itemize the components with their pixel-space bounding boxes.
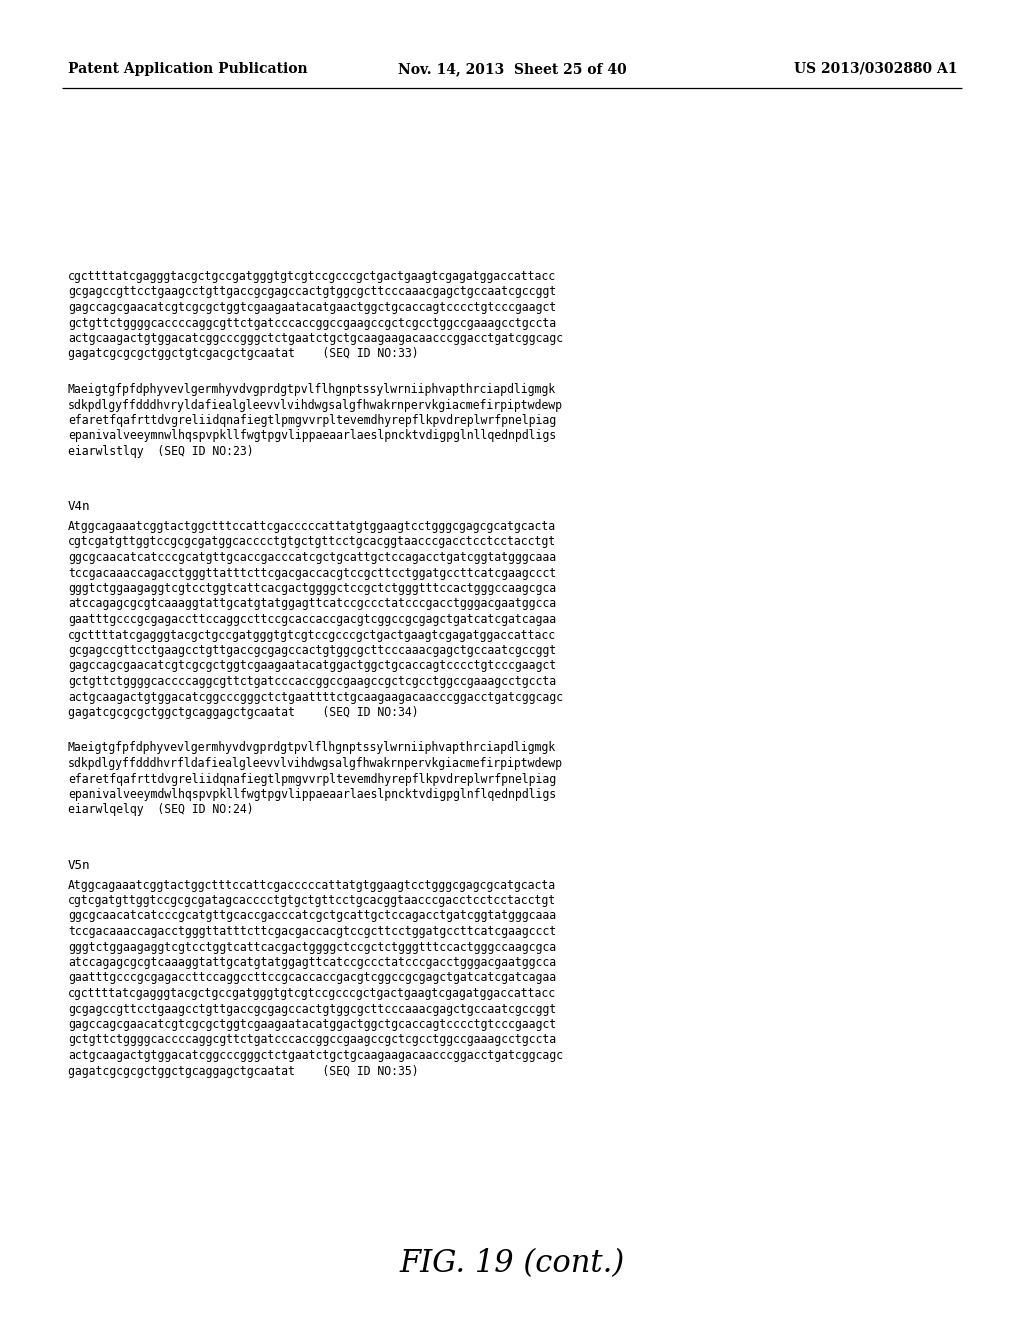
Text: gagatcgcgcgctggctgcaggagctgcaatat    (SEQ ID NO:35): gagatcgcgcgctggctgcaggagctgcaatat (SEQ I… <box>68 1064 419 1077</box>
Text: cgtcgatgttggtccgcgcgatagcacccctgtgctgttcctgcacggtaacccgacctcctcctacctgt: cgtcgatgttggtccgcgcgatagcacccctgtgctgttc… <box>68 894 556 907</box>
Text: actgcaagactgtggacatcggcccgggctctgaattttctgcaagaagacaacccggacctgatcggcagc: actgcaagactgtggacatcggcccgggctctgaattttc… <box>68 690 563 704</box>
Text: V4n: V4n <box>68 500 90 513</box>
Text: sdkpdlgyffdddhvryldafiealgleevvlvihdwgsalgfhwakrnpervkgiacmefirpiptwdewp: sdkpdlgyffdddhvryldafiealgleevvlvihdwgsa… <box>68 399 563 412</box>
Text: cgcttttatcgagggtacgctgccgatgggtgtcgtccgcccgctgactgaagtcgagatggaccattacc: cgcttttatcgagggtacgctgccgatgggtgtcgtccgc… <box>68 987 556 1001</box>
Text: gaatttgcccgcgagaccttccaggccttccgcaccaccgacgtcggccgcgagctgatcatcgatcagaa: gaatttgcccgcgagaccttccaggccttccgcaccaccg… <box>68 612 556 626</box>
Text: US 2013/0302880 A1: US 2013/0302880 A1 <box>795 62 958 77</box>
Text: Atggcagaaatcggtactggctttccattcgacccccattatgtggaagtcctgggcgagcgcatgcacta: Atggcagaaatcggtactggctttccattcgacccccatt… <box>68 520 556 533</box>
Text: Atggcagaaatcggtactggctttccattcgacccccattatgtggaagtcctgggcgagcgcatgcacta: Atggcagaaatcggtactggctttccattcgacccccatt… <box>68 879 556 891</box>
Text: efaretfqafrttdvgreliidqnafiegtlpmgvvrpltevemdhyrepflkpvdreplwrfpnelpiag: efaretfqafrttdvgreliidqnafiegtlpmgvvrplt… <box>68 772 556 785</box>
Text: ggcgcaacatcatcccgcatgttgcaccgacccatcgctgcattgctccagacctgatcggtatgggcaaa: ggcgcaacatcatcccgcatgttgcaccgacccatcgctg… <box>68 909 556 923</box>
Text: gcgagccgttcctgaagcctgttgaccgcgagccactgtggcgcttcccaaacgagctgccaatcgccggt: gcgagccgttcctgaagcctgttgaccgcgagccactgtg… <box>68 1002 556 1015</box>
Text: gcgagccgttcctgaagcctgttgaccgcgagccactgtggcgcttcccaaacgagctgccaatcgccggt: gcgagccgttcctgaagcctgttgaccgcgagccactgtg… <box>68 285 556 298</box>
Text: gctgttctggggcaccccaggcgttctgatcccaccggccgaagccgctcgcctggccgaaagcctgccta: gctgttctggggcaccccaggcgttctgatcccaccggcc… <box>68 1034 556 1047</box>
Text: gagccagcgaacatcgtcgcgctggtcgaagaatacatggactggctgcaccagtcccctgtcccgaagct: gagccagcgaacatcgtcgcgctggtcgaagaatacatgg… <box>68 660 556 672</box>
Text: gagatcgcgcgctggctgcaggagctgcaatat    (SEQ ID NO:34): gagatcgcgcgctggctgcaggagctgcaatat (SEQ I… <box>68 706 419 719</box>
Text: eiarwlqelqy  (SEQ ID NO:24): eiarwlqelqy (SEQ ID NO:24) <box>68 804 254 817</box>
Text: atccagagcgcgtcaaaggtattgcatgtatggagttcatccgccctatcccgacctgggacgaatggcca: atccagagcgcgtcaaaggtattgcatgtatggagttcat… <box>68 956 556 969</box>
Text: eiarwlstlqy  (SEQ ID NO:23): eiarwlstlqy (SEQ ID NO:23) <box>68 445 254 458</box>
Text: FIG. 19 (cont.): FIG. 19 (cont.) <box>399 1247 625 1279</box>
Text: epanivalveeymnwlhqspvpkllfwgtpgvlippaeaarlaeslpncktvdigpglnllqednpdligs: epanivalveeymnwlhqspvpkllfwgtpgvlippaeaa… <box>68 429 556 442</box>
Text: gctgttctggggcaccccaggcgttctgatcccaccggccgaagccgctcgcctggccgaaagcctgccta: gctgttctggggcaccccaggcgttctgatcccaccggcc… <box>68 675 556 688</box>
Text: gagccagcgaacatcgtcgcgctggtcgaagaatacatggactggctgcaccagtcccctgtcccgaagct: gagccagcgaacatcgtcgcgctggtcgaagaatacatgg… <box>68 1018 556 1031</box>
Text: sdkpdlgyffdddhvrfldafiealgleevvlvihdwgsalgfhwakrnpervkgiacmefirpiptwdewp: sdkpdlgyffdddhvrfldafiealgleevvlvihdwgsa… <box>68 756 563 770</box>
Text: ggcgcaacatcatcccgcatgttgcaccgacccatcgctgcattgctccagacctgatcggtatgggcaaa: ggcgcaacatcatcccgcatgttgcaccgacccatcgctg… <box>68 550 556 564</box>
Text: cgcttttatcgagggtacgctgccgatgggtgtcgtccgcccgctgactgaagtcgagatggaccattacc: cgcttttatcgagggtacgctgccgatgggtgtcgtccgc… <box>68 628 556 642</box>
Text: gaatttgcccgcgagaccttccaggccttccgcaccaccgacgtcggccgcgagctgatcatcgatcagaa: gaatttgcccgcgagaccttccaggccttccgcaccaccg… <box>68 972 556 985</box>
Text: Nov. 14, 2013  Sheet 25 of 40: Nov. 14, 2013 Sheet 25 of 40 <box>397 62 627 77</box>
Text: efaretfqafrttdvgreliidqnafiegtlpmgvvrpltevemdhyrepflkpvdreplwrfpnelpiag: efaretfqafrttdvgreliidqnafiegtlpmgvvrplt… <box>68 414 556 426</box>
Text: cgtcgatgttggtccgcgcgatggcacccctgtgctgttcctgcacggtaacccgacctcctcctacctgt: cgtcgatgttggtccgcgcgatggcacccctgtgctgttc… <box>68 536 556 549</box>
Text: V5n: V5n <box>68 859 90 873</box>
Text: actgcaagactgtggacatcggcccgggctctgaatctgctgcaagaagacaacccggacctgatcggcagc: actgcaagactgtggacatcggcccgggctctgaatctgc… <box>68 333 563 345</box>
Text: Maeigtgfpfdphyvevlgermhyvdvgprdgtpvlflhgnptssylwrniiphvapthrciapdligmgk: Maeigtgfpfdphyvevlgermhyvdvgprdgtpvlflhg… <box>68 383 556 396</box>
Text: gggtctggaagaggtcgtcctggtcattcacgactggggctccgctctgggtttccactgggccaagcgca: gggtctggaagaggtcgtcctggtcattcacgactggggc… <box>68 940 556 953</box>
Text: gagccagcgaacatcgtcgcgctggtcgaagaatacatgaactggctgcaccagtcccctgtcccgaagct: gagccagcgaacatcgtcgcgctggtcgaagaatacatga… <box>68 301 556 314</box>
Text: tccgacaaaccagacctgggttatttcttcgacgaccacgtccgcttcctggatgccttcatcgaagccct: tccgacaaaccagacctgggttatttcttcgacgaccacg… <box>68 566 556 579</box>
Text: Patent Application Publication: Patent Application Publication <box>68 62 307 77</box>
Text: gggtctggaagaggtcgtcctggtcattcacgactggggctccgctctgggtttccactgggccaagcgca: gggtctggaagaggtcgtcctggtcattcacgactggggc… <box>68 582 556 595</box>
Text: Maeigtgfpfdphyvevlgermhyvdvgprdgtpvlflhgnptssylwrniiphvapthrciapdligmgk: Maeigtgfpfdphyvevlgermhyvdvgprdgtpvlflhg… <box>68 742 556 755</box>
Text: gctgttctggggcaccccaggcgttctgatcccaccggccgaagccgctcgcctggccgaaagcctgccta: gctgttctggggcaccccaggcgttctgatcccaccggcc… <box>68 317 556 330</box>
Text: gcgagccgttcctgaagcctgttgaccgcgagccactgtggcgcttcccaaacgagctgccaatcgccggt: gcgagccgttcctgaagcctgttgaccgcgagccactgtg… <box>68 644 556 657</box>
Text: epanivalveeymdwlhqspvpkllfwgtpgvlippaeaarlaeslpncktvdigpglnflqednpdligs: epanivalveeymdwlhqspvpkllfwgtpgvlippaeaa… <box>68 788 556 801</box>
Text: cgcttttatcgagggtacgctgccgatgggtgtcgtccgcccgctgactgaagtcgagatggaccattacc: cgcttttatcgagggtacgctgccgatgggtgtcgtccgc… <box>68 271 556 282</box>
Text: actgcaagactgtggacatcggcccgggctctgaatctgctgcaagaagacaacccggacctgatcggcagc: actgcaagactgtggacatcggcccgggctctgaatctgc… <box>68 1049 563 1063</box>
Text: gagatcgcgcgctggctgtcgacgctgcaatat    (SEQ ID NO:33): gagatcgcgcgctggctgtcgacgctgcaatat (SEQ I… <box>68 347 419 360</box>
Text: atccagagcgcgtcaaaggtattgcatgtatggagttcatccgccctatcccgacctgggacgaatggcca: atccagagcgcgtcaaaggtattgcatgtatggagttcat… <box>68 598 556 610</box>
Text: tccgacaaaccagacctgggttatttcttcgacgaccacgtccgcttcctggatgccttcatcgaagccct: tccgacaaaccagacctgggttatttcttcgacgaccacg… <box>68 925 556 939</box>
